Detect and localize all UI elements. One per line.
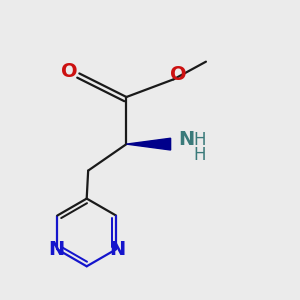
Text: H: H [194, 131, 206, 149]
Polygon shape [126, 138, 171, 150]
Text: O: O [61, 62, 77, 82]
Text: N: N [48, 240, 64, 259]
Text: O: O [170, 65, 186, 84]
Text: H: H [194, 146, 206, 164]
Text: N: N [179, 130, 195, 149]
Text: N: N [110, 240, 126, 259]
